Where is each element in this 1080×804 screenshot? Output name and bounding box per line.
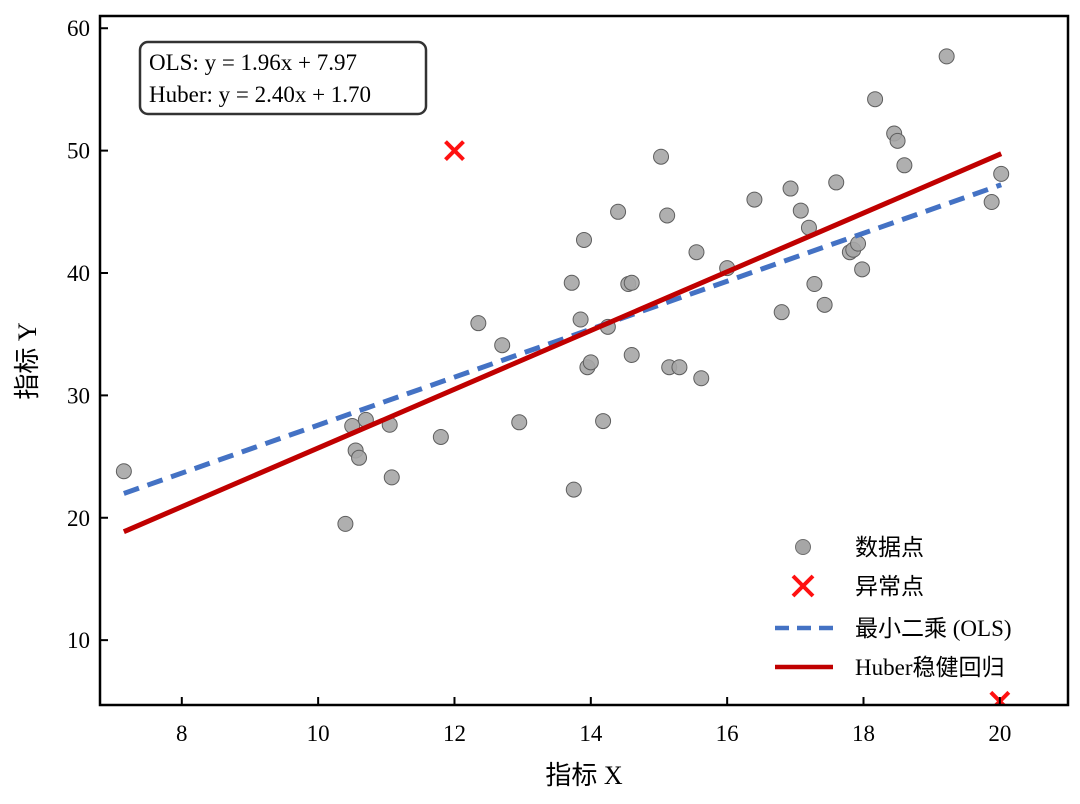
- data-point-32: [746, 191, 763, 208]
- data-point-15: [572, 311, 589, 328]
- legend-scatter-marker: [795, 539, 811, 555]
- data-point-24: [623, 346, 640, 363]
- legend-label-data-points: 数据点: [855, 535, 924, 560]
- data-point-11: [494, 337, 511, 354]
- annotation-box: [138, 40, 428, 116]
- x-tick-label-14: 14: [579, 721, 603, 746]
- data-point-28: [671, 359, 688, 376]
- data-point-18: [582, 354, 599, 371]
- data-point-42: [850, 235, 867, 252]
- data-point-44: [867, 91, 884, 108]
- x-axis-title: 指标 X: [545, 761, 623, 790]
- y-tick-label-10: 10: [67, 628, 90, 653]
- data-point-38: [816, 296, 833, 313]
- y-tick-label-20: 20: [67, 506, 90, 531]
- data-point-21: [610, 203, 627, 220]
- data-point-19: [595, 413, 612, 430]
- data-point-29: [688, 244, 705, 261]
- data-point-50: [993, 165, 1010, 182]
- data-point-2: [337, 515, 354, 532]
- annotation-huber-equation: Huber: y = 2.40x + 1.70: [149, 82, 371, 107]
- y-tick-label-60: 60: [67, 16, 90, 41]
- y-tick-label-40: 40: [67, 261, 90, 286]
- data-point-13: [563, 274, 580, 291]
- data-point-1: [115, 463, 132, 480]
- plot-frame: [98, 14, 1070, 707]
- y-tick-label-30: 30: [67, 383, 90, 408]
- data-point-34: [782, 180, 799, 197]
- ols-regression-line: [123, 182, 1003, 496]
- data-point-39: [828, 174, 845, 191]
- annotation-ols-equation: OLS: y = 1.96x + 7.97: [149, 50, 357, 75]
- x-tick-label-18: 18: [852, 721, 875, 746]
- y-tick-label-50: 50: [67, 139, 90, 164]
- data-point-46: [889, 132, 906, 149]
- data-point-5: [351, 449, 368, 466]
- x-tick-label-10: 10: [307, 721, 330, 746]
- legend-label-ols: 最小二乘 (OLS): [855, 616, 1012, 641]
- data-point-47: [896, 157, 913, 174]
- legend: 数据点 异常点 最小二乘 (OLS) Huber稳健回归: [775, 535, 1012, 680]
- legend-label-huber: Huber稳健回归: [855, 655, 1004, 680]
- x-tick-label-16: 16: [716, 721, 739, 746]
- x-tick-label-8: 8: [176, 721, 188, 746]
- x-tick-label-20: 20: [988, 721, 1011, 746]
- data-point-10: [470, 315, 487, 332]
- data-point-16: [576, 231, 592, 248]
- data-point-25: [653, 148, 670, 165]
- data-point-8: [383, 469, 400, 486]
- data-point-35: [792, 202, 809, 219]
- data-point-30: [693, 370, 710, 387]
- x-tick-label-12: 12: [443, 721, 466, 746]
- y-axis-title: 指标 Y: [13, 322, 42, 400]
- huber-regression-line: [122, 151, 1003, 535]
- data-point-48: [938, 48, 955, 65]
- outlier-marker-1: [444, 140, 465, 162]
- data-point-23: [623, 274, 640, 291]
- data-point-43: [854, 261, 871, 278]
- data-point-14: [565, 481, 582, 498]
- legend-outlier-marker: [791, 574, 815, 598]
- legend-label-outliers: 异常点: [855, 574, 924, 599]
- data-layer: [115, 48, 1011, 705]
- data-point-9: [432, 428, 449, 445]
- data-point-26: [659, 207, 676, 224]
- ticks-layer: 8 10 12 14 16 18 20 10 20 30 40 50 60: [67, 16, 1011, 746]
- data-point-12: [511, 414, 528, 431]
- equation-annotation: OLS: y = 1.96x + 7.97 Huber: y = 2.40x +…: [138, 40, 428, 116]
- data-point-33: [773, 304, 790, 321]
- data-point-49: [983, 194, 1000, 211]
- data-point-37: [806, 276, 823, 293]
